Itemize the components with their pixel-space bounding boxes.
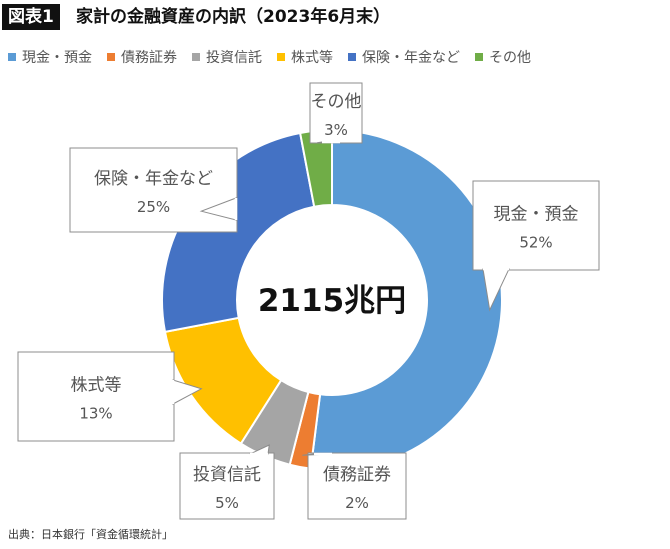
slice-category-label: 現金・預金 (494, 205, 579, 225)
legend-swatch (475, 53, 483, 61)
slice-value-label: 25% (137, 198, 170, 216)
slice-value-label: 3% (324, 121, 348, 139)
legend-swatch (348, 53, 356, 61)
chart-title: 家計の金融資産の内訳（2023年6月末） (76, 7, 391, 27)
legend-item-equities: 株式等 (277, 47, 333, 67)
slice-category-label: 債務証券 (323, 465, 391, 485)
chart-legend: 現金・預金 債務証券 投資信託 株式等 保険・年金など その他 (8, 46, 668, 68)
legend-swatch (277, 53, 285, 61)
legend-label: その他 (489, 50, 531, 66)
legend-label: 債務証券 (121, 50, 177, 66)
slice-value-label: 52% (519, 234, 552, 252)
legend-item-debt-securities: 債務証券 (107, 47, 177, 67)
callout-insurance-pensions: 保険・年金など 25% (69, 147, 238, 233)
legend-item-other: その他 (475, 47, 531, 67)
callout-investment-trusts: 投資信託 5% (179, 444, 275, 520)
legend-swatch (8, 53, 16, 61)
callout-box (17, 351, 175, 442)
callout-box (472, 180, 600, 271)
legend-item-cash-deposits: 現金・預金 (8, 47, 92, 67)
slice-value-label: 5% (215, 494, 239, 512)
callout-box (179, 452, 275, 520)
chart-header: 図表1 家計の金融資産の内訳（2023年6月末） (0, 0, 670, 36)
figure-label: 図表1 (2, 4, 60, 30)
legend-item-investment-trusts: 投資信託 (192, 47, 262, 67)
callout-box (69, 147, 238, 233)
slice-category-label: その他 (311, 92, 362, 112)
legend-item-insurance-pensions: 保険・年金など (348, 47, 460, 67)
legend-swatch (107, 53, 115, 61)
callout-debt-securities: 債務証券 2% (302, 452, 407, 520)
slice-category-label: 株式等 (71, 376, 122, 396)
source-note: 出典：日本銀行「資金循環統計」 (8, 528, 173, 541)
legend-label: 現金・預金 (22, 50, 92, 66)
slice-category-label: 保険・年金など (94, 169, 213, 189)
slice-value-label: 13% (79, 405, 112, 423)
legend-label: 投資信託 (206, 50, 262, 66)
legend-label: 株式等 (291, 50, 333, 66)
callout-equities: 株式等 13% (17, 351, 203, 442)
callout-other: その他 3% (309, 82, 363, 144)
center-total-label: 2115兆円 (258, 283, 406, 319)
slice-category-label: 投資信託 (193, 465, 261, 485)
legend-label: 保険・年金など (362, 50, 460, 66)
legend-swatch (192, 53, 200, 61)
slice-value-label: 2% (345, 494, 369, 512)
callout-box (309, 82, 363, 144)
callout-cash-deposits: 現金・預金 52% (472, 180, 600, 312)
slice-insurance-pensions (161, 131, 316, 334)
callout-box (307, 452, 407, 520)
